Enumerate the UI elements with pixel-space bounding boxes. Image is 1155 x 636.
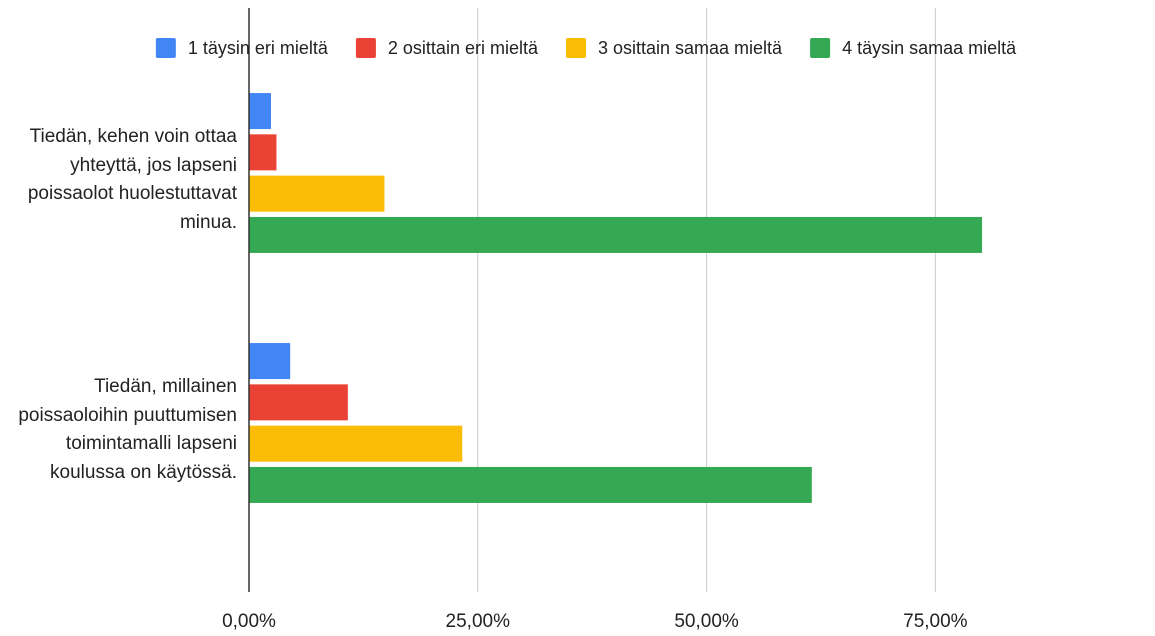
x-tick-label: 75,00% [903, 611, 968, 632]
bar [249, 466, 812, 503]
legend-label: 2 osittain eri mieltä [388, 38, 539, 58]
y-tick-label: Tiedän, kehen voin ottaa yhteyttä, jos l… [27, 126, 237, 233]
y-tick-label: Tiedän, millainen poissaoloihin puuttumi… [18, 376, 237, 483]
legend-swatch [810, 38, 831, 58]
bar [249, 384, 348, 421]
bar [249, 175, 385, 212]
legend-label: 1 täysin eri mieltä [188, 38, 329, 58]
bar [249, 343, 291, 380]
bar [249, 134, 277, 171]
x-tick-label: 0,00% [222, 611, 276, 632]
bar [249, 425, 463, 462]
x-tick-label: 25,00% [446, 611, 511, 632]
legend-swatch [355, 38, 376, 58]
legend-swatch [155, 38, 176, 58]
legend-swatch [565, 38, 586, 58]
bar [249, 216, 983, 253]
bar [249, 93, 271, 130]
legend-label: 4 täysin samaa mieltä [842, 38, 1017, 58]
x-tick-label: 50,00% [674, 611, 739, 632]
legend-label: 3 osittain samaa mieltä [598, 38, 783, 58]
